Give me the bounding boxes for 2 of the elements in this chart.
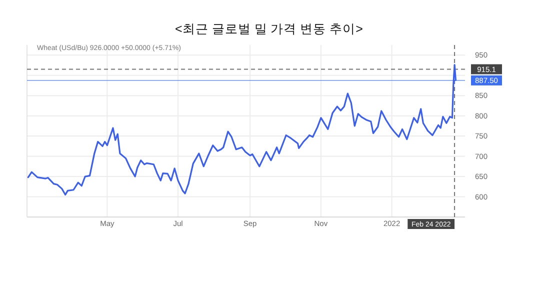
line-series bbox=[27, 64, 457, 196]
chart-title: <최근 글로벌 밀 가격 변동 추이> bbox=[175, 22, 363, 36]
